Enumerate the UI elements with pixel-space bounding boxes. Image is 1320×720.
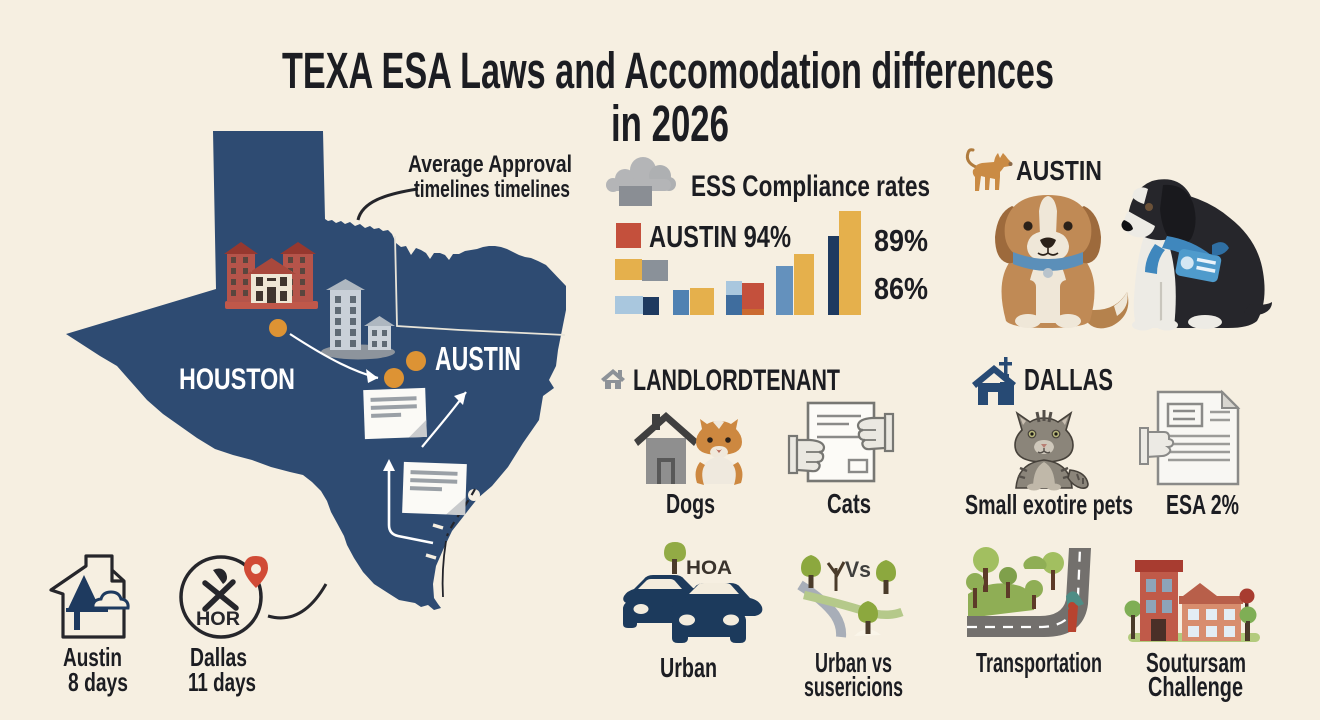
svg-text:ESS Compliance rates: ESS Compliance rates	[691, 170, 930, 203]
svg-text:86%: 86%	[874, 271, 928, 306]
svg-text:DALLAS: DALLAS	[1024, 362, 1113, 397]
svg-text:Soutursam: Soutursam	[1146, 647, 1246, 678]
svg-text:Dallas: Dallas	[190, 642, 247, 672]
svg-text:timelines timelines: timelines timelines	[414, 176, 570, 203]
svg-text:8 days: 8 days	[68, 667, 128, 697]
svg-text:susericions: susericions	[804, 671, 903, 702]
svg-text:89%: 89%	[874, 223, 928, 258]
svg-text:Small exotire pets: Small exotire pets	[965, 489, 1133, 520]
svg-text:AUSTIN: AUSTIN	[1016, 155, 1102, 186]
svg-text:Average Approval: Average Approval	[408, 151, 572, 178]
svg-text:in 2026: in 2026	[611, 95, 729, 152]
svg-text:HOR: HOR	[196, 609, 240, 630]
svg-text:TEXA ESA Laws and Accomodation: TEXA ESA Laws and Accomodation differenc…	[282, 42, 1054, 99]
svg-text:11 days: 11 days	[188, 667, 256, 697]
svg-text:Cats: Cats	[827, 488, 871, 519]
svg-text:Austin: Austin	[63, 642, 122, 672]
svg-text:Challenge: Challenge	[1148, 671, 1243, 702]
svg-text:Dogs: Dogs	[666, 488, 715, 519]
svg-text:HOA: HOA	[686, 558, 732, 579]
svg-text:Vs: Vs	[845, 557, 871, 582]
svg-text:HOUSTON: HOUSTON	[179, 363, 295, 396]
svg-text:ESA 2%: ESA 2%	[1166, 489, 1239, 520]
svg-text:AUSTIN 94%: AUSTIN 94%	[649, 219, 791, 254]
svg-text:AUSTIN: AUSTIN	[435, 340, 521, 377]
svg-text:Transportation: Transportation	[976, 647, 1102, 678]
svg-text:Urban vs: Urban vs	[815, 647, 892, 678]
svg-text:LANDLORDTENANT: LANDLORDTENANT	[633, 364, 840, 397]
svg-text:Urban: Urban	[660, 652, 717, 683]
